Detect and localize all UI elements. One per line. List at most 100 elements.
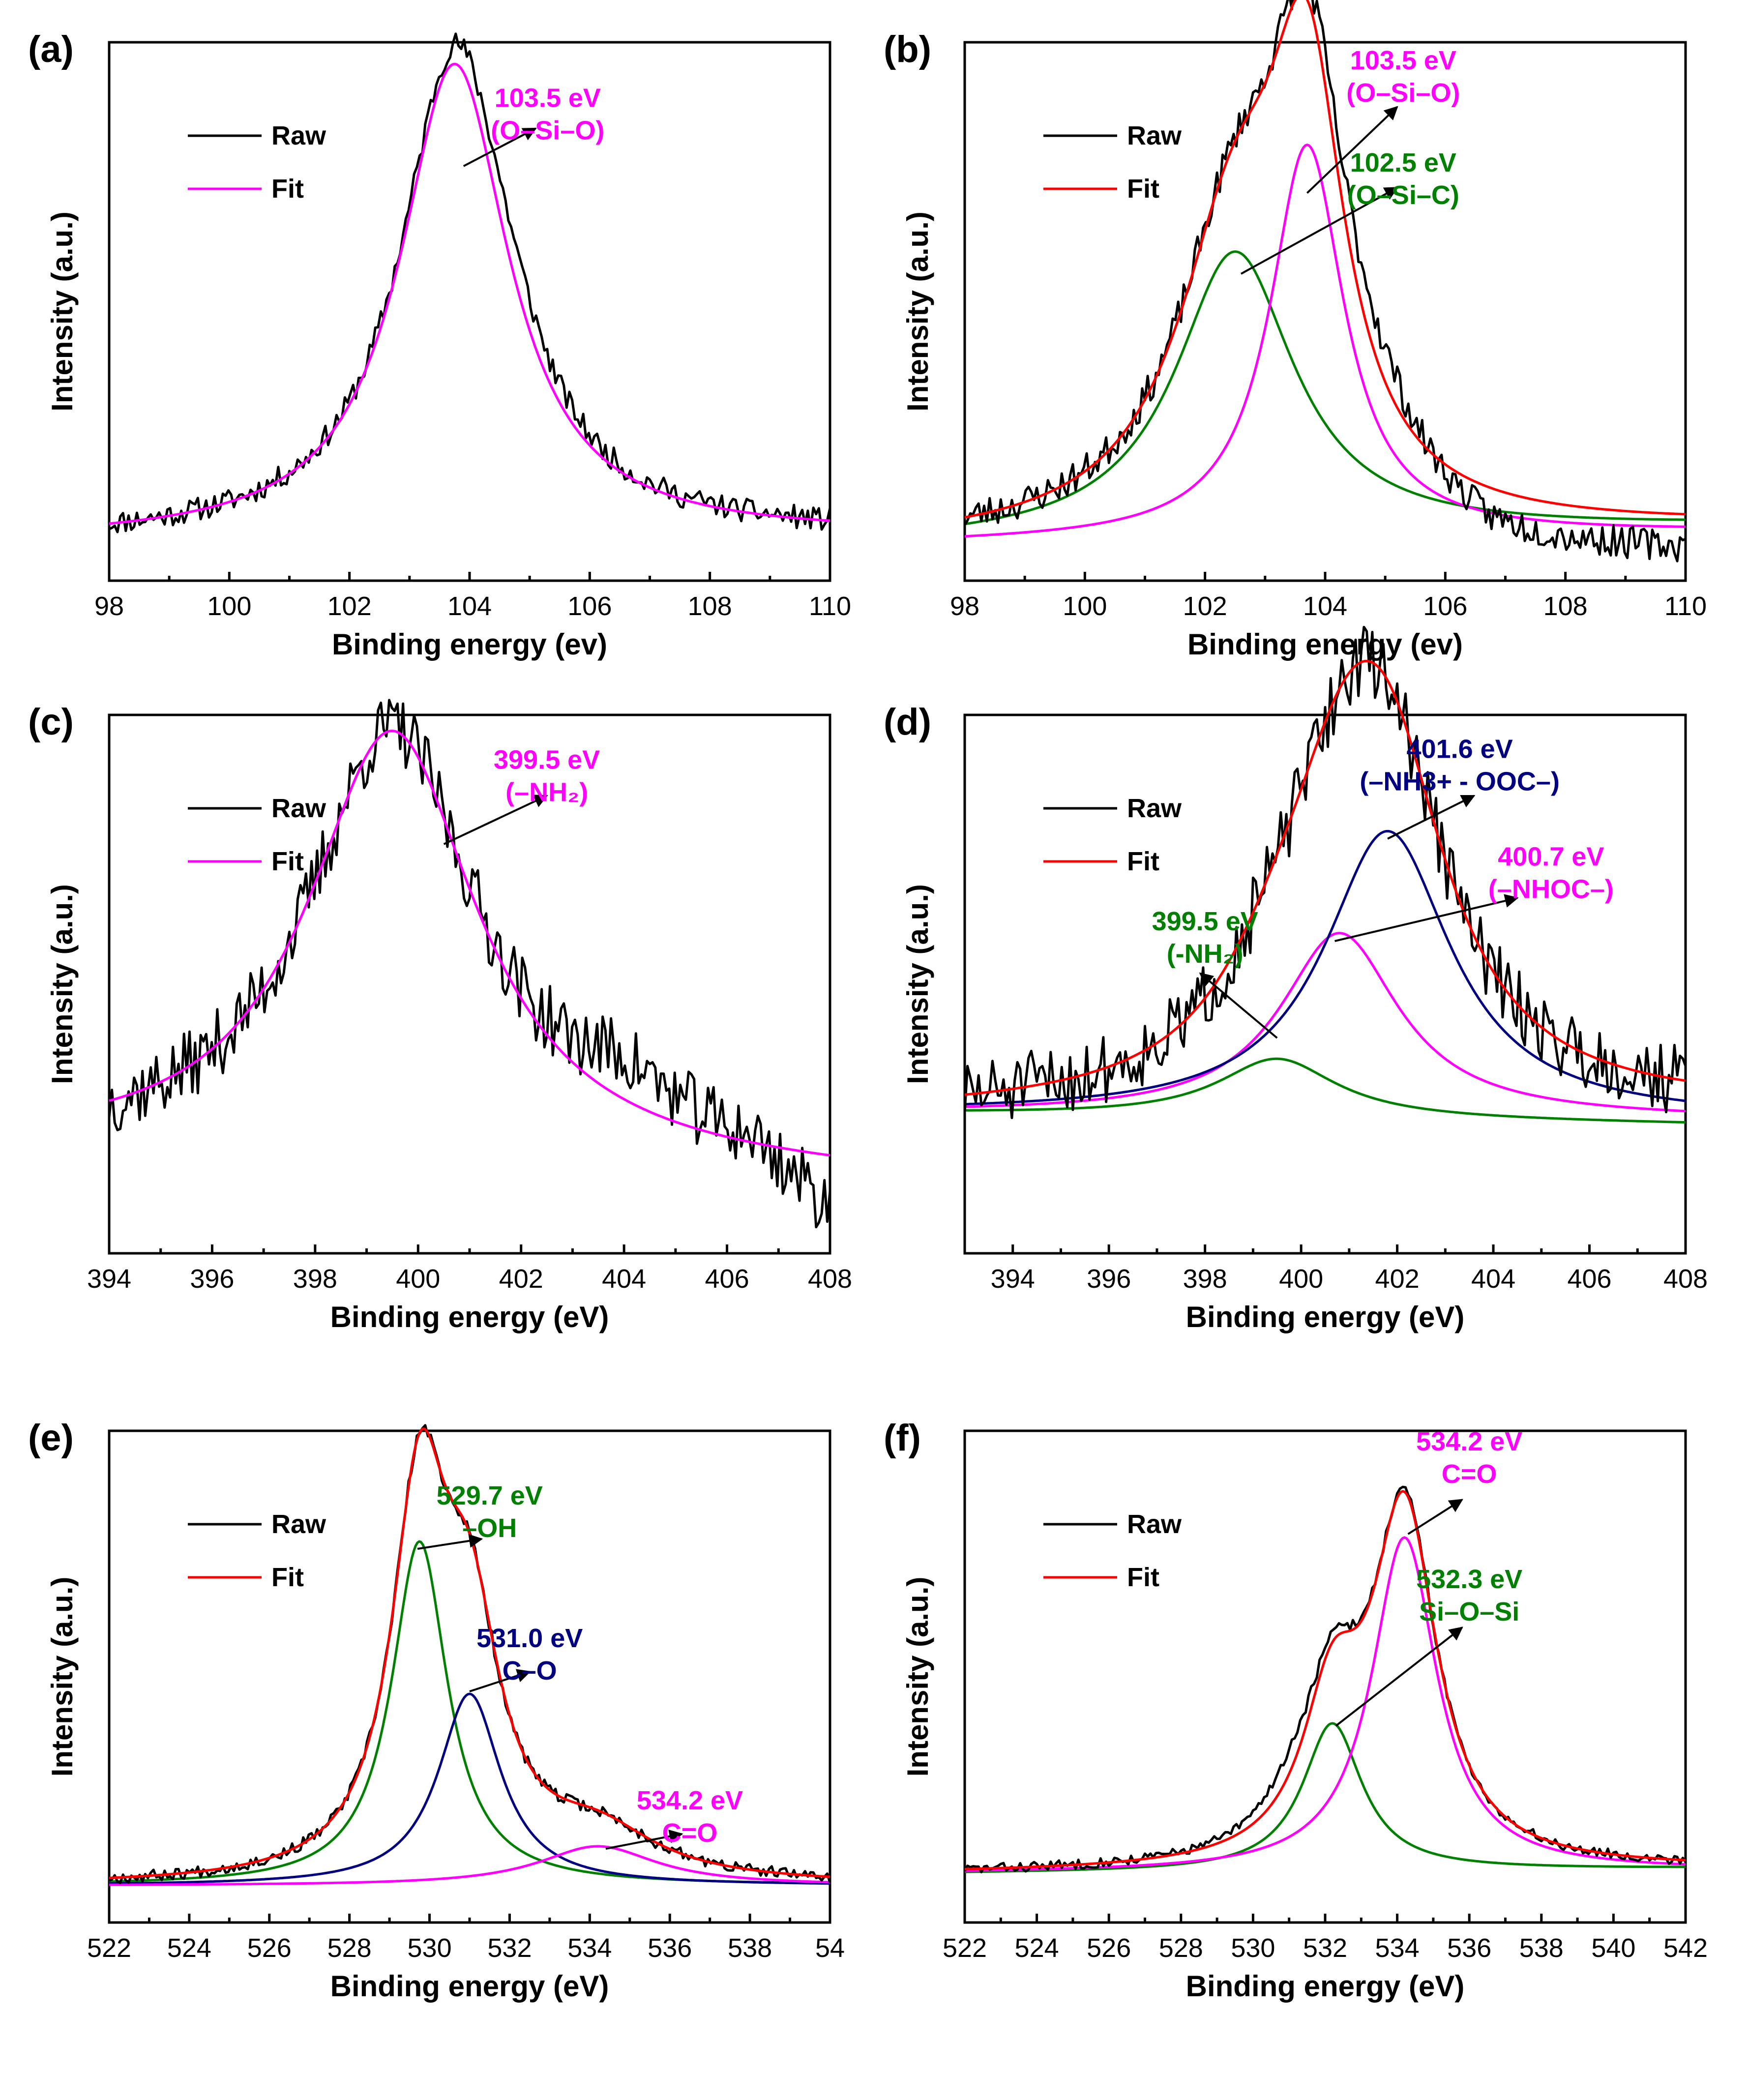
plot-frame [963,713,1687,1255]
annotation-label: (–NH3+ - OOC–) [1360,767,1560,797]
panel-label: (b) [884,29,931,70]
annotation-arrow [605,1830,683,1850]
annotation-arrow [1306,106,1398,194]
series-c-o [965,1536,1686,1872]
legend-fit-label: Fit [271,174,304,204]
x-tick-label: 408 [1663,1264,1708,1294]
annotation-label: C–O [503,1656,557,1686]
x-tick-label: 106 [1423,592,1467,621]
panel-d: (d) 394 396 398 400 402 404 406 408 Binding energ… [884,625,1708,1333]
x-axis-label: Binding energy (eV) [330,1301,609,1333]
panel-a: (a) 98 100 102 104 106 108 110 Binding energy (e… [28,29,851,661]
x-tick-label: 396 [190,1264,234,1294]
panel-label: (a) [28,29,74,70]
x-tick-label: 522 [943,1933,987,1963]
series-raw [963,1485,1687,1873]
annotation-label: 401.6 eV [1407,735,1513,764]
legend-raw-label: Raw [1127,794,1182,823]
x-tick-label: 534 [1375,1933,1420,1963]
annotation-arrow [1335,1627,1463,1727]
x-tick-label: 404 [1471,1264,1515,1294]
x-tick-label: 394 [991,1264,1035,1294]
annotation-arrow [1241,186,1399,275]
x-tick-label: 394 [87,1264,131,1294]
series-raw [108,699,831,1229]
annotation-label: Si–O–Si [1419,1597,1519,1627]
panel-label: (f) [884,1417,921,1459]
x-tick-label: 402 [499,1264,543,1294]
x-tick-label: 108 [688,592,732,621]
x-tick-label: 526 [1087,1933,1131,1963]
x-tick-label: 104 [1303,592,1347,621]
annotation-label: 399.5 eV [494,745,600,775]
series-c-o [109,1845,830,1886]
series-fit [964,1490,1686,1870]
x-tick-label: 100 [1063,592,1107,621]
x-tick-label: 110 [1664,592,1707,621]
annotation-label: C=O [662,1818,718,1848]
x-tick-label: 530 [1231,1933,1275,1963]
series-o-si-c [964,250,1686,526]
x-tick-label: 528 [327,1933,372,1963]
series--nhoc- [964,932,1686,1113]
annotation-arrow [1199,972,1278,1039]
annotation-label: 103.5 eV [1350,46,1456,75]
y-axis-label: Intensity (a.u.) [901,1577,934,1777]
panel-f: (f) 522 524 526 528 530 532 534 536 538 540 542 Bind… [884,1417,1708,2003]
y-axis-label: Intensity (a.u.) [46,884,79,1084]
annotation-label: (-NH₂) [1167,939,1244,969]
x-tick-label: 400 [396,1264,440,1294]
x-tick-label: 406 [1567,1264,1611,1294]
x-tick-label: 100 [207,592,251,621]
legend-raw-label: Raw [271,121,326,150]
x-tick-label: 98 [950,592,979,621]
panel-label: (c) [28,701,74,743]
annotation-label: 532.3 eV [1416,1565,1522,1594]
annotation-arrow [1407,1499,1463,1535]
x-tick-label: 104 [447,592,492,621]
x-tick-label: 522 [87,1933,131,1963]
panel-b: (b) 98 100 102 104 106 108 110 Binding energy (e… [884,0,1707,661]
x-tick-label: 534 [567,1933,612,1963]
annotation-label: C=O [1442,1459,1497,1489]
annotation-arrow [443,795,548,845]
plot-frame [108,713,831,1255]
series-raw [963,625,1687,1120]
x-tick-label: 102 [1183,592,1227,621]
series-fit [109,62,830,525]
annotation-label: (O–Si–O) [1346,78,1460,108]
legend-raw-label: Raw [271,794,326,823]
x-tick-label: 106 [567,592,612,621]
plot-frame [963,41,1687,582]
series-si-o-si [965,1722,1686,1873]
annotation-label: 103.5 eV [495,83,601,113]
x-tick-label: 542 [1663,1933,1708,1963]
series-fit [109,729,830,1157]
x-tick-label: 532 [487,1933,532,1963]
series--oh [109,1540,830,1885]
x-tick-label: 404 [602,1264,646,1294]
x-tick-label: 98 [94,592,124,621]
panel-label: (d) [884,701,931,743]
annotation-label: 531.0 eV [476,1624,583,1653]
x-axis-label: Binding energy (eV) [1186,1970,1465,2003]
x-tick-label: 398 [1183,1264,1227,1294]
legend-fit-label: Fit [1127,847,1159,876]
series-raw [963,0,1686,562]
series-fit [109,1427,830,1879]
annotation-label: –OH [462,1513,517,1543]
x-tick-label: 524 [167,1933,211,1963]
x-axis-label: Binding energy (ev) [332,628,607,661]
x-tick-label: 396 [1087,1264,1131,1294]
x-axis-label: Binding energy (ev) [1187,628,1463,661]
x-tick-label: 398 [293,1264,337,1294]
series-fit [964,659,1686,1096]
annotation-label: (O–Si–O) [491,116,604,145]
series--nh3-ooc- [964,829,1686,1106]
annotation-label: (O–Si–C) [1347,180,1459,210]
annotation-label: 400.7 eV [1498,842,1604,872]
x-tick-label: 54 [815,1933,845,1963]
x-tick-label: 530 [408,1933,452,1963]
legend-raw-label: Raw [271,1509,326,1539]
y-axis-label: Intensity (a.u.) [46,1577,79,1777]
